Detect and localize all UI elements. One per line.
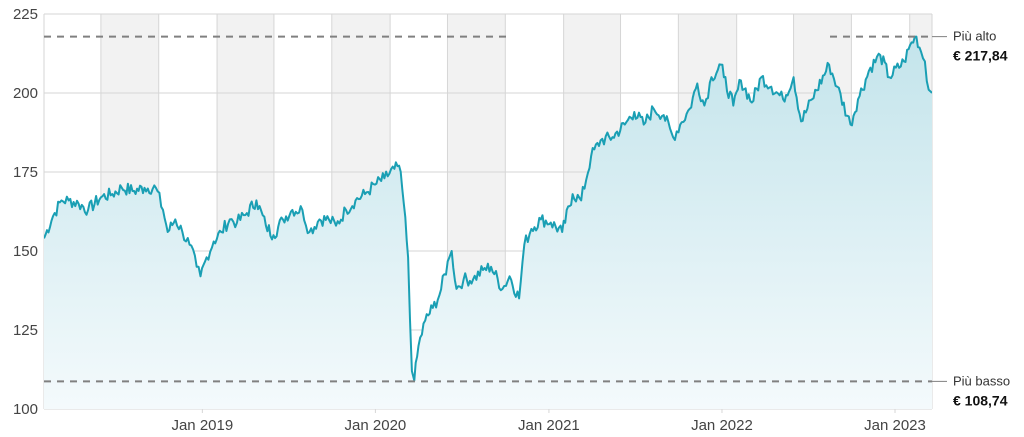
y-tick-label: 225 — [13, 6, 38, 23]
y-tick-label: 100 — [13, 401, 38, 418]
y-tick-label: 150 — [13, 243, 38, 260]
x-tick-label: Jan 2021 — [518, 417, 580, 434]
x-tick-label: Jan 2023 — [864, 417, 926, 434]
reference-label-high: Più alto — [953, 29, 996, 44]
reference-value-low: € 108,74 — [953, 392, 1008, 408]
x-tick-label: Jan 2020 — [345, 417, 407, 434]
series-fill — [44, 36, 932, 409]
y-tick-label: 125 — [13, 322, 38, 339]
y-tick-label: 175 — [13, 164, 38, 181]
reference-value-high: € 217,84 — [953, 48, 1008, 64]
y-tick-label: 200 — [13, 85, 38, 102]
reference-label-low: Più basso — [953, 373, 1010, 388]
x-tick-label: Jan 2019 — [171, 417, 233, 434]
reference-lines: Più alto € 217,84 Più basso € 108,74 — [44, 29, 1010, 408]
series-area — [44, 35, 932, 409]
series-line — [44, 35, 932, 382]
axes: 100 125 150 175 200 225 Jan 2019 Jan 2020 Jan 20… — [13, 6, 926, 434]
x-tick-label: Jan 2022 — [691, 417, 753, 434]
